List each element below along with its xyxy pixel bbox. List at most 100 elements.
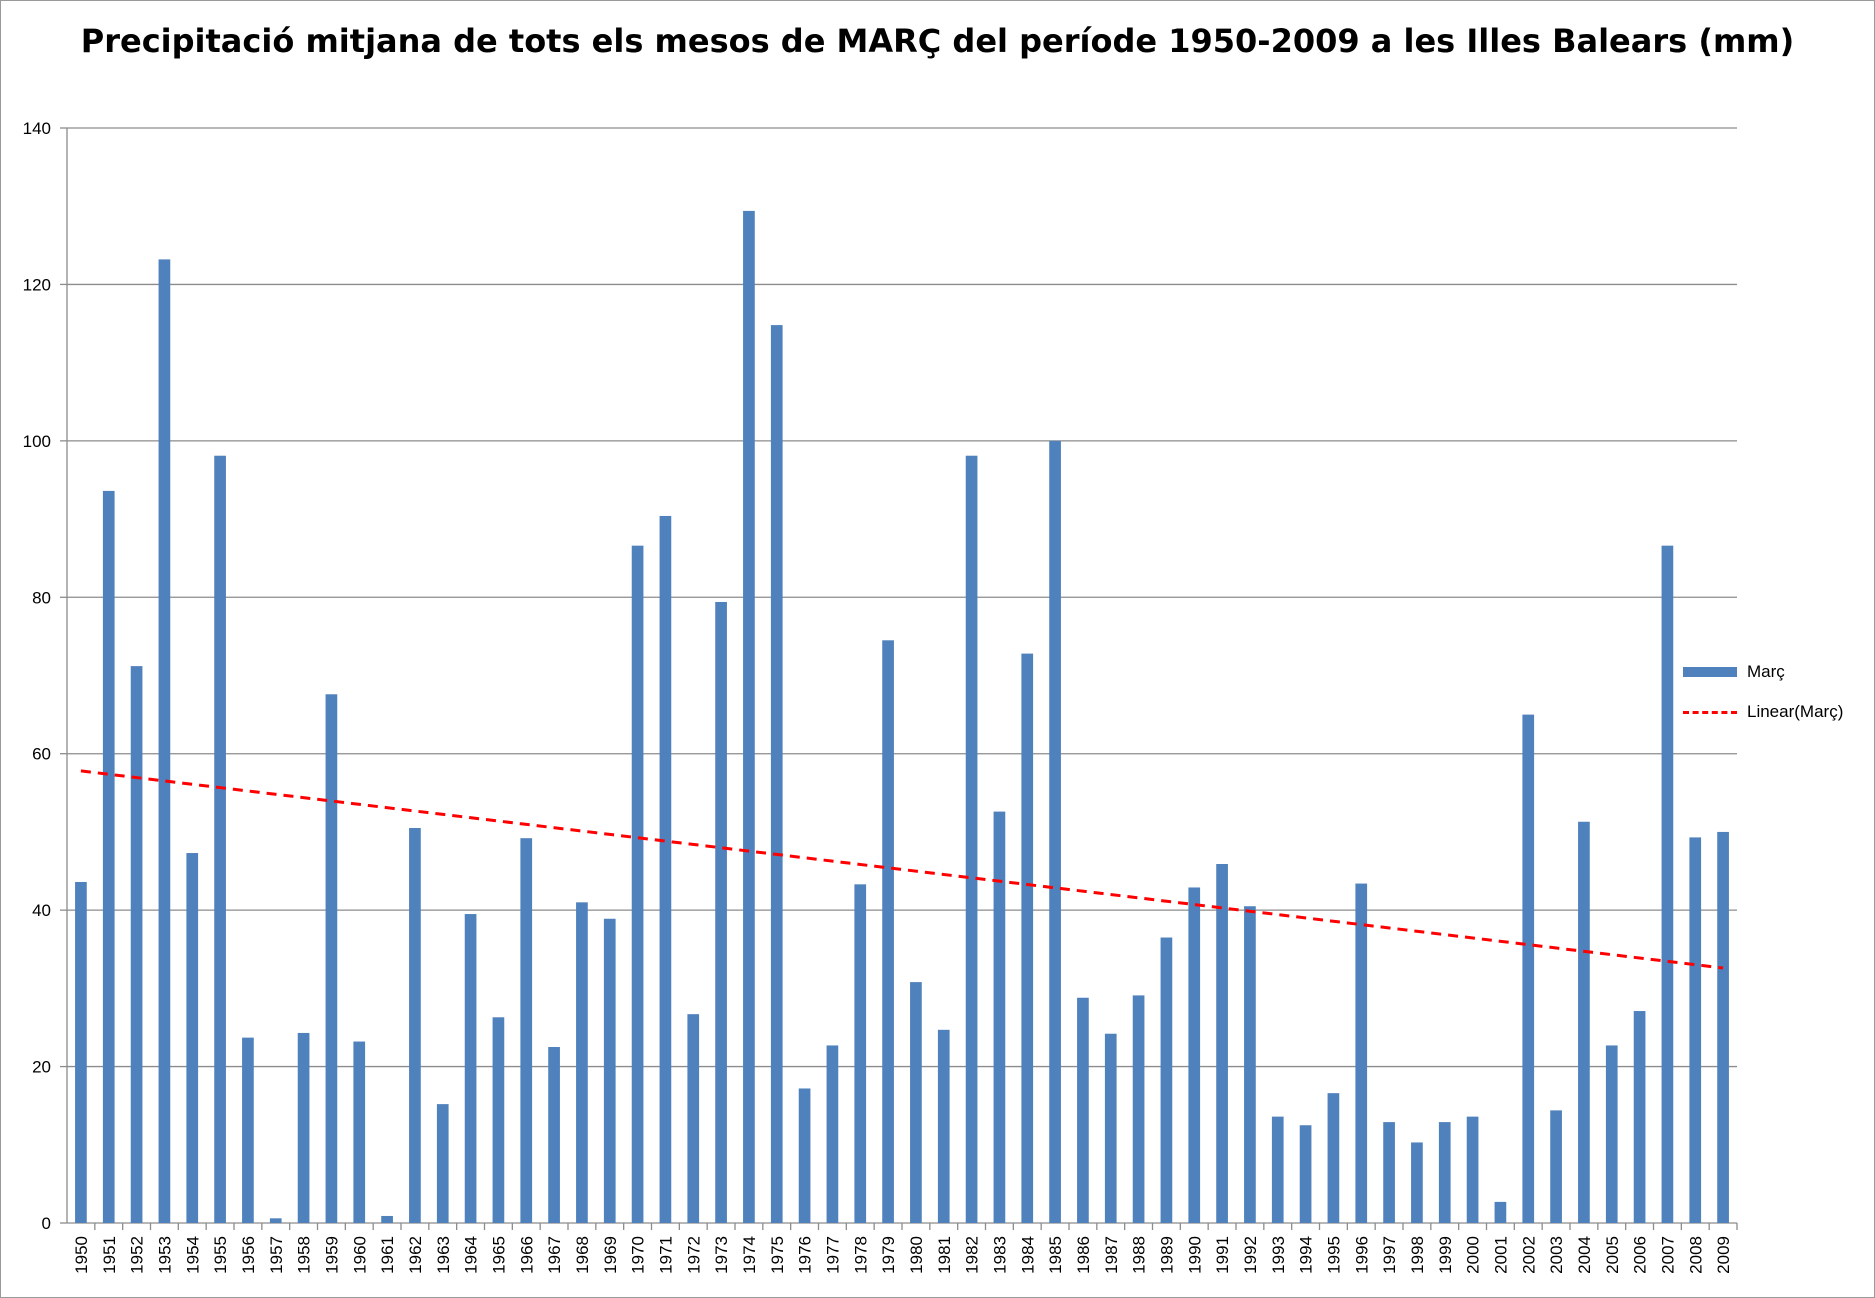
- bar-1998: [1411, 1142, 1423, 1223]
- bar-1970: [632, 546, 644, 1223]
- bar-1989: [1161, 938, 1173, 1223]
- x-tick-label: 1962: [406, 1236, 425, 1274]
- x-tick-label: 1977: [823, 1236, 842, 1274]
- bar-2007: [1662, 546, 1674, 1223]
- x-tick-label: 1961: [378, 1236, 397, 1274]
- x-tick-label: 1972: [684, 1236, 703, 1274]
- bar-1960: [353, 1042, 365, 1223]
- x-tick-label: 1989: [1157, 1236, 1176, 1274]
- x-tick-label: 1987: [1102, 1236, 1121, 1274]
- x-tick-label: 2001: [1491, 1236, 1510, 1274]
- x-tick-label: 1981: [935, 1236, 954, 1274]
- bar-1957: [270, 1218, 282, 1223]
- bar-1952: [131, 666, 143, 1223]
- bar-1962: [409, 828, 421, 1223]
- legend-swatch-trendline: [1683, 711, 1737, 714]
- x-tick-label: 1971: [656, 1236, 675, 1274]
- bar-2004: [1578, 822, 1590, 1223]
- x-tick-label: 1957: [267, 1236, 286, 1274]
- y-tick-label: 60: [32, 745, 51, 764]
- bar-1994: [1300, 1125, 1312, 1223]
- bar-1974: [743, 211, 755, 1223]
- x-tick-label: 1970: [629, 1236, 648, 1274]
- x-tick-label: 1973: [712, 1236, 731, 1274]
- x-tick-label: 1975: [768, 1236, 787, 1274]
- bar-1979: [882, 640, 894, 1223]
- bar-1993: [1272, 1117, 1284, 1223]
- bar-2003: [1550, 1110, 1562, 1223]
- bar-1985: [1049, 441, 1061, 1223]
- bar-1975: [771, 325, 783, 1223]
- x-tick-label: 2002: [1519, 1236, 1538, 1274]
- bar-1977: [827, 1045, 839, 1223]
- legend-swatch-bar: [1683, 667, 1737, 677]
- bar-1997: [1383, 1122, 1395, 1223]
- bar-1996: [1355, 884, 1367, 1223]
- x-tick-label: 1964: [462, 1236, 481, 1274]
- x-tick-label: 1950: [72, 1236, 91, 1274]
- bar-1967: [548, 1047, 560, 1223]
- y-tick-label: 120: [23, 275, 51, 294]
- bar-2001: [1495, 1202, 1507, 1223]
- bar-1965: [493, 1017, 505, 1223]
- y-tick-label: 100: [23, 432, 51, 451]
- x-tick-label: 1967: [545, 1236, 564, 1274]
- x-tick-label: 1993: [1269, 1236, 1288, 1274]
- plot-area: 0204060801001201401950 1951 1952 1953 1954 19…: [0, 0, 1875, 1298]
- x-tick-label: 2003: [1547, 1236, 1566, 1274]
- y-tick-label: 40: [32, 901, 51, 920]
- legend-item-series: Març: [1683, 652, 1843, 692]
- x-tick-label: 1958: [295, 1236, 314, 1274]
- legend-label-series: Març: [1747, 662, 1785, 682]
- x-tick-label: 2000: [1464, 1236, 1483, 1274]
- bar-1999: [1439, 1122, 1451, 1223]
- legend-item-trendline: Linear(Març): [1683, 692, 1843, 732]
- x-tick-label: 1988: [1130, 1236, 1149, 1274]
- y-tick-label: 140: [23, 119, 51, 138]
- bar-1991: [1216, 864, 1228, 1223]
- bar-2000: [1467, 1117, 1479, 1223]
- bar-2006: [1634, 1011, 1646, 1223]
- x-tick-label: 1952: [128, 1236, 147, 1274]
- bar-1958: [298, 1033, 310, 1223]
- x-tick-label: 1982: [963, 1236, 982, 1274]
- x-tick-label: 1978: [851, 1236, 870, 1274]
- bar-1988: [1133, 995, 1145, 1223]
- x-tick-label: 1991: [1213, 1236, 1232, 1274]
- bar-1980: [910, 982, 922, 1223]
- x-tick-label: 1976: [796, 1236, 815, 1274]
- bar-2002: [1522, 715, 1534, 1223]
- x-tick-label: 1995: [1324, 1236, 1343, 1274]
- x-tick-label: 2007: [1658, 1236, 1677, 1274]
- bar-1968: [576, 902, 588, 1223]
- bar-2008: [1689, 837, 1701, 1223]
- bar-1969: [604, 919, 616, 1223]
- x-tick-label: 1994: [1297, 1236, 1316, 1274]
- bar-1984: [1021, 654, 1033, 1223]
- bar-1954: [186, 853, 198, 1223]
- bar-1987: [1105, 1034, 1117, 1223]
- bar-1990: [1188, 887, 1200, 1223]
- x-tick-label: 1956: [239, 1236, 258, 1274]
- bar-1966: [520, 838, 532, 1223]
- x-tick-label: 1997: [1380, 1236, 1399, 1274]
- bar-1964: [465, 914, 477, 1223]
- x-tick-label: 1969: [601, 1236, 620, 1274]
- x-tick-label: 1965: [489, 1236, 508, 1274]
- bar-1963: [437, 1104, 449, 1223]
- x-tick-label: 1992: [1241, 1236, 1260, 1274]
- x-tick-label: 1999: [1436, 1236, 1455, 1274]
- x-tick-label: 2006: [1631, 1236, 1650, 1274]
- bar-2005: [1606, 1045, 1618, 1223]
- bar-2009: [1717, 832, 1729, 1223]
- x-tick-label: 1974: [740, 1236, 759, 1274]
- bar-1982: [966, 456, 978, 1223]
- legend: Març Linear(Març): [1683, 652, 1843, 732]
- x-tick-label: 1979: [879, 1236, 898, 1274]
- bar-1992: [1244, 906, 1256, 1223]
- x-tick-label: 1984: [1018, 1236, 1037, 1274]
- bar-1959: [326, 694, 338, 1223]
- x-tick-label: 1990: [1185, 1236, 1204, 1274]
- x-tick-label: 1985: [1046, 1236, 1065, 1274]
- x-tick-label: 1986: [1074, 1236, 1093, 1274]
